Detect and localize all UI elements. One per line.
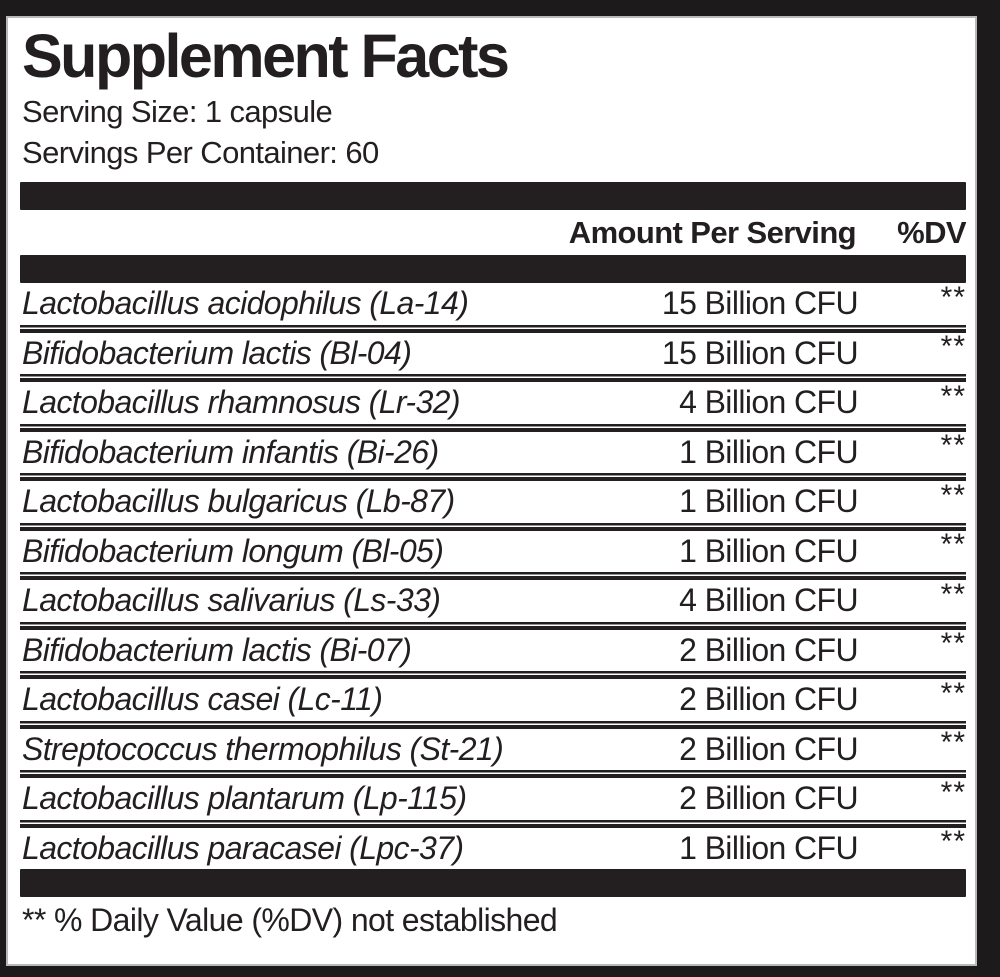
ingredient-amount: 2 Billion CFU — [679, 780, 859, 817]
label-title: Supplement Facts — [22, 22, 510, 90]
ingredient-name: Streptococcus thermophilus (St-21) — [22, 730, 504, 767]
ingredient-name: Lactobacillus acidophilus (La-14) — [22, 285, 469, 322]
ingredient-dv: ** — [940, 330, 966, 364]
row-divider — [20, 671, 966, 679]
ingredient-amount: 15 Billion CFU — [661, 334, 859, 371]
row-divider — [20, 324, 966, 333]
table-row: Bifidobacterium lactis (Bl-04) 15 Billio… — [20, 330, 966, 375]
ingredient-amount: 2 Billion CFU — [679, 631, 859, 668]
ingredient-name: Lactobacillus rhamnosus (Lr-32) — [22, 384, 461, 421]
ingredient-amount: 1 Billion CFU — [679, 829, 859, 866]
ingredient-dv: ** — [940, 627, 966, 661]
ingredient-name: Lactobacillus bulgaricus (Lb-87) — [22, 483, 455, 520]
table-row: Lactobacillus rhamnosus (Lr-32) 4 Billio… — [20, 379, 966, 424]
ingredient-amount: 4 Billion CFU — [679, 384, 859, 421]
row-divider — [20, 720, 966, 729]
ingredient-amount: 2 Billion CFU — [679, 681, 859, 718]
ingredient-name: Bifidobacterium lactis (Bl-04) — [22, 334, 412, 371]
ingredient-name: Lactobacillus plantarum (Lp-115) — [22, 780, 467, 817]
ingredient-name: Lactobacillus casei (Lc-11) — [22, 681, 383, 718]
ingredient-dv: ** — [940, 429, 966, 463]
column-header-row: Amount Per Serving %DV — [20, 210, 967, 255]
ingredient-dv: ** — [940, 280, 966, 314]
table-row: Bifidobacterium lactis (Bi-07) 2 Billion… — [20, 627, 966, 672]
row-divider — [20, 621, 966, 630]
table-row: Lactobacillus plantarum (Lp-115) 2 Billi… — [20, 775, 966, 820]
table-row: Bifidobacterium infantis (Bi-26) 1 Billi… — [20, 429, 966, 474]
daily-value-footnote: ** % Daily Value (%DV) not established — [22, 902, 558, 938]
separator-bar-bottom — [20, 869, 966, 897]
row-divider — [20, 473, 966, 481]
ingredient-dv: ** — [940, 825, 966, 859]
ingredient-dv: ** — [940, 775, 966, 809]
ingredient-amount: 1 Billion CFU — [679, 532, 859, 569]
table-row: Lactobacillus salivarius (Ls-33) 4 Billi… — [20, 577, 966, 622]
ingredient-name: Lactobacillus salivarius (Ls-33) — [22, 582, 441, 619]
table-row: Streptococcus thermophilus (St-21) 2 Bil… — [20, 726, 966, 771]
ingredient-amount: 4 Billion CFU — [679, 582, 859, 619]
ingredient-amount: 15 Billion CFU — [661, 285, 859, 322]
ingredient-name: Bifidobacterium lactis (Bi-07) — [22, 631, 412, 668]
servings-per-container: Servings Per Container: 60 — [22, 135, 379, 170]
row-divider — [20, 374, 966, 382]
row-divider — [20, 572, 966, 580]
table-row: Lactobacillus acidophilus (La-14) 15 Bil… — [20, 280, 966, 325]
ingredient-amount: 1 Billion CFU — [679, 433, 859, 470]
row-divider — [20, 522, 966, 531]
ingredient-dv: ** — [940, 577, 966, 611]
ingredient-amount: 2 Billion CFU — [679, 730, 859, 767]
supplement-facts-panel: Supplement Facts Serving Size: 1 capsule… — [8, 18, 975, 964]
ingredient-dv: ** — [940, 676, 966, 710]
separator-bar-top — [20, 182, 966, 210]
ingredient-dv: ** — [940, 528, 966, 562]
ingredient-name: Bifidobacterium longum (Bl-05) — [22, 532, 444, 569]
ingredient-amount: 1 Billion CFU — [679, 483, 859, 520]
table-row: Lactobacillus bulgaricus (Lb-87) 1 Billi… — [20, 478, 966, 523]
row-divider — [20, 423, 966, 432]
column-header-dv: %DV — [897, 214, 966, 250]
ingredient-name: Lactobacillus paracasei (Lpc-37) — [22, 829, 464, 866]
ingredient-name: Bifidobacterium infantis (Bi-26) — [22, 433, 439, 470]
ingredient-dv: ** — [940, 478, 966, 512]
separator-bar-header — [20, 255, 966, 283]
row-divider — [20, 770, 966, 778]
table-row: Bifidobacterium longum (Bl-05) 1 Billion… — [20, 528, 966, 573]
ingredient-dv: ** — [940, 379, 966, 413]
ingredient-dv: ** — [940, 726, 966, 760]
table-row: Lactobacillus paracasei (Lpc-37) 1 Billi… — [20, 825, 966, 870]
column-header-amount: Amount Per Serving — [568, 214, 857, 250]
row-divider — [20, 819, 966, 828]
ingredient-table: Lactobacillus acidophilus (La-14) 15 Bil… — [20, 280, 966, 870]
serving-size: Serving Size: 1 capsule — [22, 94, 333, 129]
table-row: Lactobacillus casei (Lc-11) 2 Billion CF… — [20, 676, 966, 721]
